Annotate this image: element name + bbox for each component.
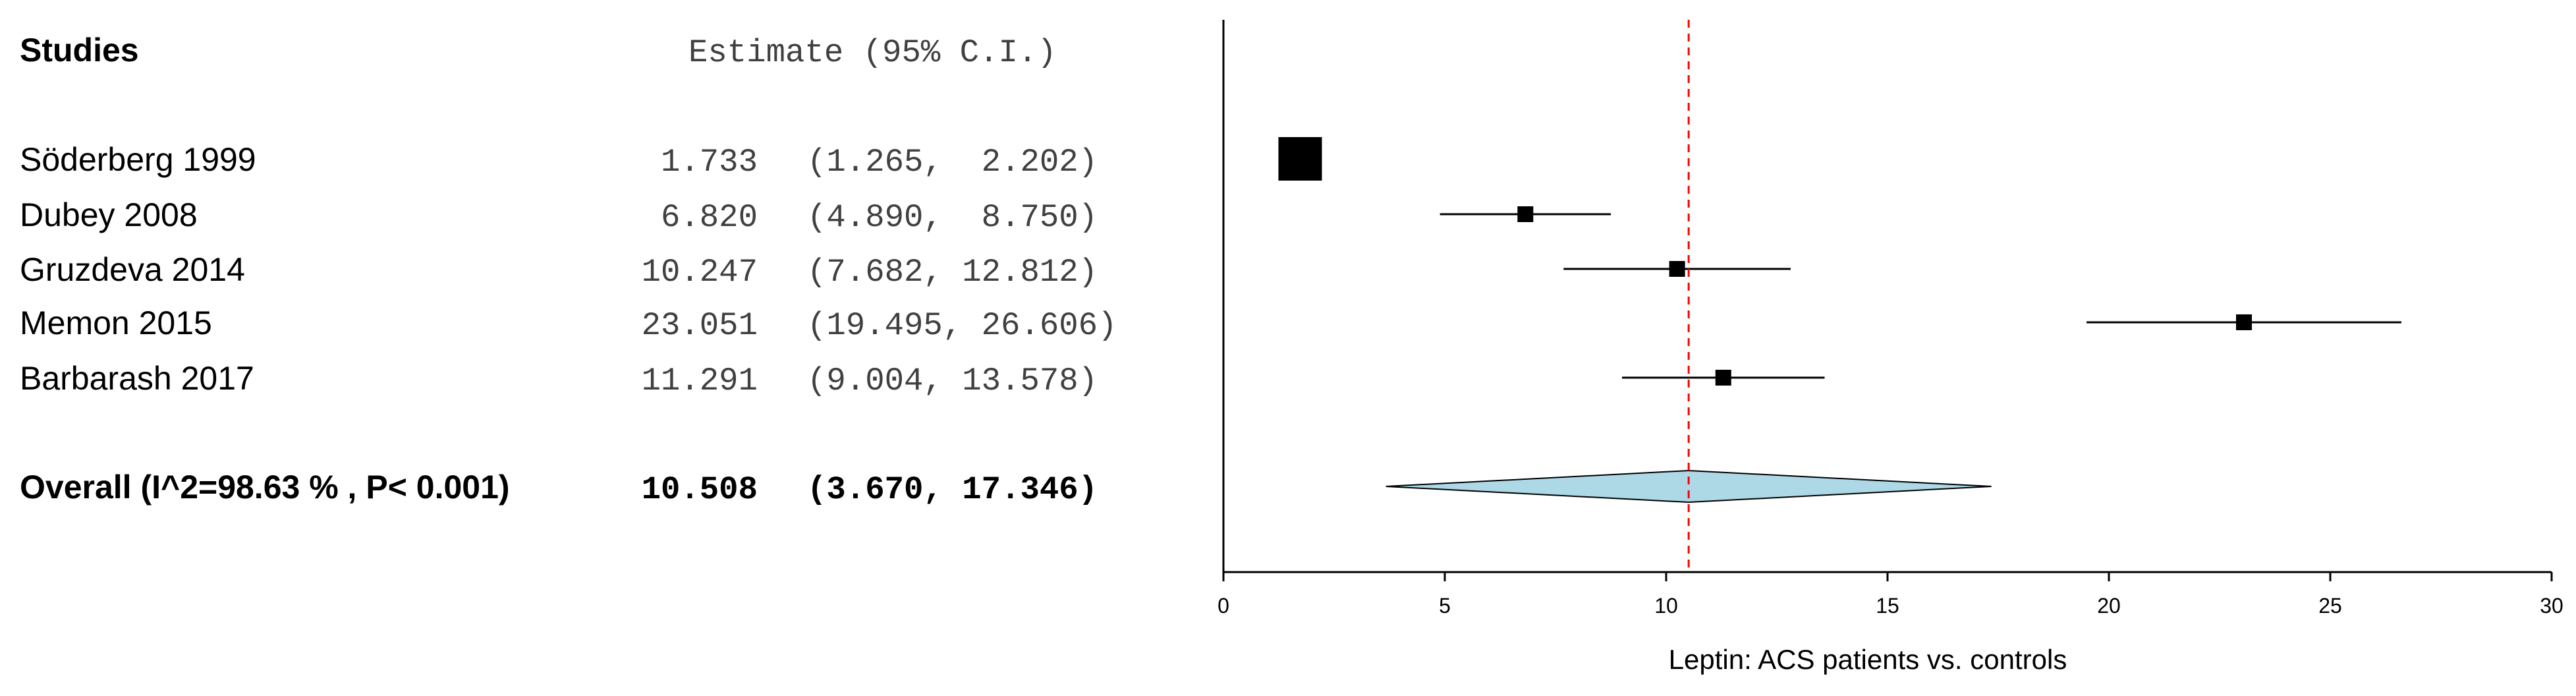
study-name: Söderberg 1999 (20, 141, 256, 178)
x-tick-label: 0 (1218, 594, 1229, 618)
study-name: Dubey 2008 (20, 196, 198, 233)
study-name: Memon 2015 (20, 304, 212, 341)
x-tick-label: 5 (1439, 594, 1451, 618)
x-tick-label: 15 (1876, 594, 1899, 618)
overall-diamond (1386, 469, 1992, 504)
study-ci: (19.495, 26.606) (807, 307, 1117, 344)
study-estimate-box (1669, 261, 1685, 277)
x-tick-label: 30 (2540, 594, 2563, 618)
study-estimate-box (2236, 314, 2253, 330)
study-estimate-box (1278, 137, 1322, 181)
overall-ci: (3.670, 17.346) (807, 471, 1098, 508)
x-axis-label: Leptin: ACS patients vs. controls (1669, 644, 2067, 675)
study-name: Gruzdeva 2014 (20, 251, 245, 288)
estimate-header: Estimate (95% C.I.) (688, 34, 1057, 71)
study-ci: (9.004, 13.578) (807, 362, 1098, 399)
x-axis-ticks: 0 5 10 15 20 25 30 (1218, 572, 2563, 618)
study-ci: (4.890, 8.750) (807, 199, 1098, 236)
study-estimate-box (1715, 370, 1731, 386)
x-tick-label: 10 (1654, 594, 1678, 618)
studies-header: Studies (20, 32, 139, 69)
study-estimate: 6.820 (661, 199, 758, 236)
x-tick-label: 20 (2097, 594, 2121, 618)
study-estimate: 23.051 (642, 307, 758, 344)
study-estimate-box (1517, 206, 1534, 222)
study-estimate: 10.247 (642, 254, 758, 291)
overall-estimate: 10.508 (642, 471, 758, 508)
study-ci: (7.682, 12.812) (807, 254, 1098, 291)
study-estimate: 11.291 (642, 362, 758, 399)
study-marks (1278, 137, 2401, 504)
study-ci: (1.265, 2.202) (807, 144, 1098, 181)
study-table: Söderberg 1999 1.733 (1.265, 2.202) Dubey 2… (20, 141, 1117, 508)
study-estimate: 1.733 (661, 144, 758, 181)
study-name: Barbarash 2017 (20, 360, 254, 397)
plot-area: 0 5 10 15 20 25 30 (1218, 20, 2563, 618)
overall-label: Overall (I^2=98.63 % , P< 0.001) (20, 469, 510, 506)
x-tick-label: 25 (2318, 594, 2342, 618)
